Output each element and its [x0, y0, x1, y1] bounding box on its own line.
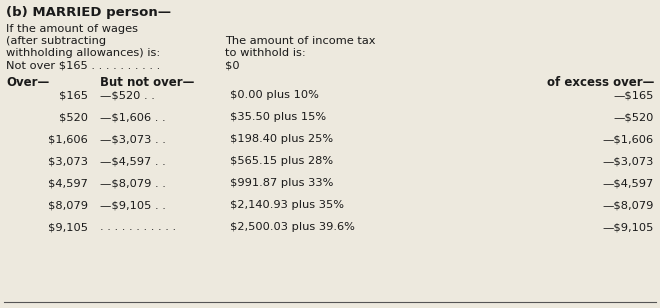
Text: —$1,606: —$1,606: [603, 134, 654, 144]
Text: —$8,079 . .: —$8,079 . .: [100, 178, 166, 188]
Text: The amount of income tax: The amount of income tax: [225, 36, 376, 46]
Text: of excess over—: of excess over—: [546, 76, 654, 89]
Text: $0: $0: [225, 60, 240, 70]
Text: $2,140.93 plus 35%: $2,140.93 plus 35%: [230, 200, 344, 210]
Text: Not over $165 . . . . . . . . . .: Not over $165 . . . . . . . . . .: [6, 60, 160, 70]
Text: —$165: —$165: [614, 90, 654, 100]
Text: —$3,073: —$3,073: [603, 156, 654, 166]
Text: —$520 . .: —$520 . .: [100, 90, 155, 100]
Text: withholding allowances) is:: withholding allowances) is:: [6, 48, 160, 58]
Text: If the amount of wages: If the amount of wages: [6, 24, 138, 34]
Text: $3,073: $3,073: [48, 156, 88, 166]
Text: to withhold is:: to withhold is:: [225, 48, 306, 58]
Text: —$1,606 . .: —$1,606 . .: [100, 112, 166, 122]
Text: —$3,073 . .: —$3,073 . .: [100, 134, 166, 144]
Text: $991.87 plus 33%: $991.87 plus 33%: [230, 178, 333, 188]
Text: —$8,079: —$8,079: [603, 200, 654, 210]
Text: $520: $520: [59, 112, 88, 122]
Text: $165: $165: [59, 90, 88, 100]
Text: $198.40 plus 25%: $198.40 plus 25%: [230, 134, 333, 144]
Text: —$4,597: —$4,597: [603, 178, 654, 188]
Text: $1,606: $1,606: [48, 134, 88, 144]
Text: —$9,105: —$9,105: [603, 222, 654, 232]
Text: (b) MARRIED person—: (b) MARRIED person—: [6, 6, 171, 19]
Text: $2,500.03 plus 39.6%: $2,500.03 plus 39.6%: [230, 222, 355, 232]
Text: . . . . . . . . . . .: . . . . . . . . . . .: [100, 222, 176, 232]
Text: —$4,597 . .: —$4,597 . .: [100, 156, 166, 166]
Text: Over—: Over—: [6, 76, 50, 89]
Text: $0.00 plus 10%: $0.00 plus 10%: [230, 90, 319, 100]
Text: But not over—: But not over—: [100, 76, 195, 89]
Text: $4,597: $4,597: [48, 178, 88, 188]
Text: —$520: —$520: [614, 112, 654, 122]
Text: $8,079: $8,079: [48, 200, 88, 210]
Text: —$9,105 . .: —$9,105 . .: [100, 200, 166, 210]
Text: $9,105: $9,105: [48, 222, 88, 232]
Text: $565.15 plus 28%: $565.15 plus 28%: [230, 156, 333, 166]
Text: (after subtracting: (after subtracting: [6, 36, 106, 46]
Text: $35.50 plus 15%: $35.50 plus 15%: [230, 112, 326, 122]
